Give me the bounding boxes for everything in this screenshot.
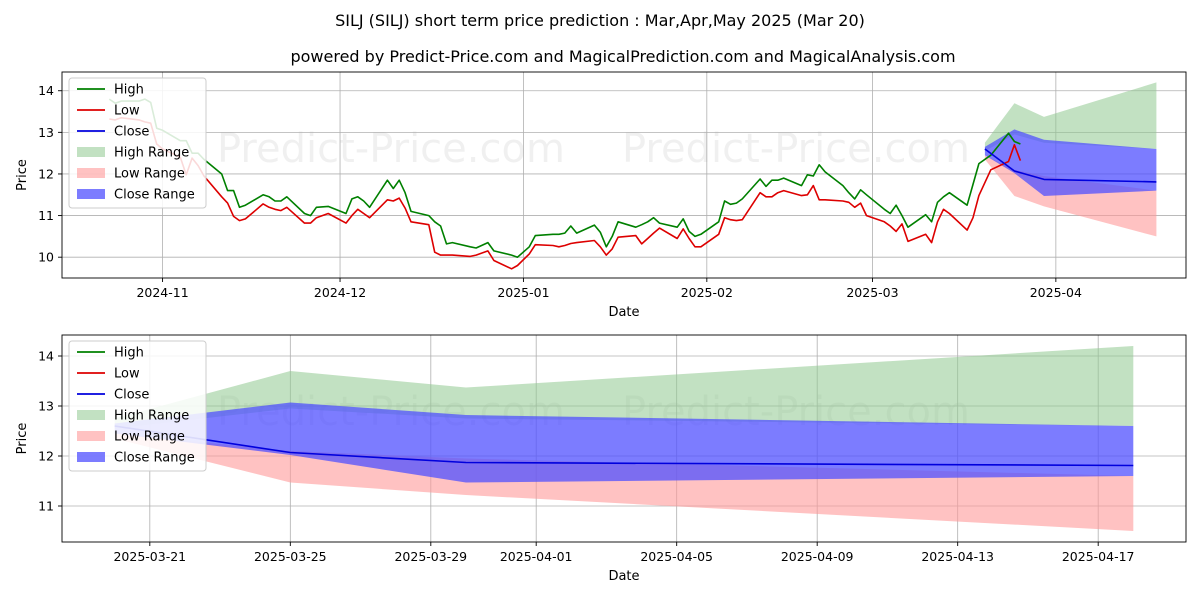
x-tick-label: 2025-03-29: [394, 549, 467, 564]
top-chart-panel: Predict-Price.com Predict-Price.com 2024-1…: [15, 71, 1187, 320]
legend: High Low Close High Range Low Range Close Ran…: [68, 340, 207, 472]
legend-label: Low: [114, 104, 140, 119]
legend-label: High: [114, 83, 144, 98]
legend-swatch-low-range: [77, 168, 105, 178]
high-range-band: [114, 346, 1134, 429]
legend-label: High Range: [114, 409, 189, 424]
y-tick-label: 14: [38, 83, 54, 98]
close-range-band: [984, 129, 1157, 196]
legend-swatch-high-range: [77, 147, 105, 157]
x-tick-label: 2025-04-13: [921, 549, 994, 564]
x-tick-label: 2025-04-09: [781, 549, 854, 564]
legend-label: High Range: [114, 146, 189, 161]
y-tick-label: 13: [38, 125, 54, 140]
legend-label: Close: [114, 125, 149, 140]
legend-label: Close Range: [114, 188, 195, 203]
legend-swatch-low-range: [77, 431, 105, 441]
high-series-line: [108, 98, 1021, 258]
legend-swatch-close-range: [77, 452, 105, 462]
chart-subtitle: powered by Predict-Price.com and Magical…: [290, 47, 955, 66]
x-axis-label: Date: [608, 569, 639, 584]
x-tick-label: 2025-03-21: [113, 549, 186, 564]
bottom-chart-panel: Predict-Price.comPredict-Price.com2025-0…: [15, 334, 1187, 584]
y-tick-label: 14: [38, 349, 54, 364]
axes-frame: [61, 71, 1187, 279]
x-tick-label: 2025-04-01: [500, 549, 573, 564]
y-axis-label: Price: [15, 423, 30, 455]
x-tick-label: 2025-04-05: [640, 549, 713, 564]
y-tick-label: 11: [38, 208, 54, 223]
legend: High Low Close High Range Low Range Close Ran…: [68, 77, 207, 209]
y-tick-label: 10: [38, 250, 54, 265]
x-tick-label: 2025-02: [681, 285, 733, 300]
x-tick-label: 2024-11: [136, 285, 188, 300]
legend-label: Low Range: [114, 167, 185, 182]
watermark-text: Predict-Price.com: [622, 126, 970, 172]
legend-swatch-high-range: [77, 410, 105, 420]
legend-swatch-close-range: [77, 189, 105, 199]
low-series-line: [109, 117, 1022, 270]
close-range-band: [114, 402, 1134, 483]
x-tick-label: 2024-12: [314, 285, 366, 300]
legend-label: Close: [114, 388, 149, 403]
axes-frame: [61, 334, 1187, 543]
y-tick-label: 11: [38, 499, 54, 514]
watermark-text: Predict-Price.com: [217, 126, 565, 172]
y-tick-label: 12: [38, 166, 54, 181]
y-tick-label: 13: [38, 399, 54, 414]
legend-label: Low: [114, 367, 140, 382]
legend-label: High: [114, 346, 144, 361]
x-tick-label: 2025-04: [1030, 285, 1082, 300]
x-tick-label: 2025-03: [846, 285, 898, 300]
y-axis-label: Price: [15, 159, 30, 191]
x-tick-label: 2025-04-17: [1062, 549, 1135, 564]
x-tick-label: 2025-01: [497, 285, 549, 300]
high-range-band: [984, 82, 1157, 152]
y-tick-label: 12: [38, 449, 54, 464]
x-axis-label: Date: [608, 305, 639, 320]
chart-title: SILJ (SILJ) short term price prediction …: [335, 11, 865, 30]
x-tick-label: 2025-03-25: [254, 549, 327, 564]
legend-label: Close Range: [114, 451, 195, 466]
legend-label: Low Range: [114, 430, 185, 445]
close-series-line: [984, 148, 1157, 183]
